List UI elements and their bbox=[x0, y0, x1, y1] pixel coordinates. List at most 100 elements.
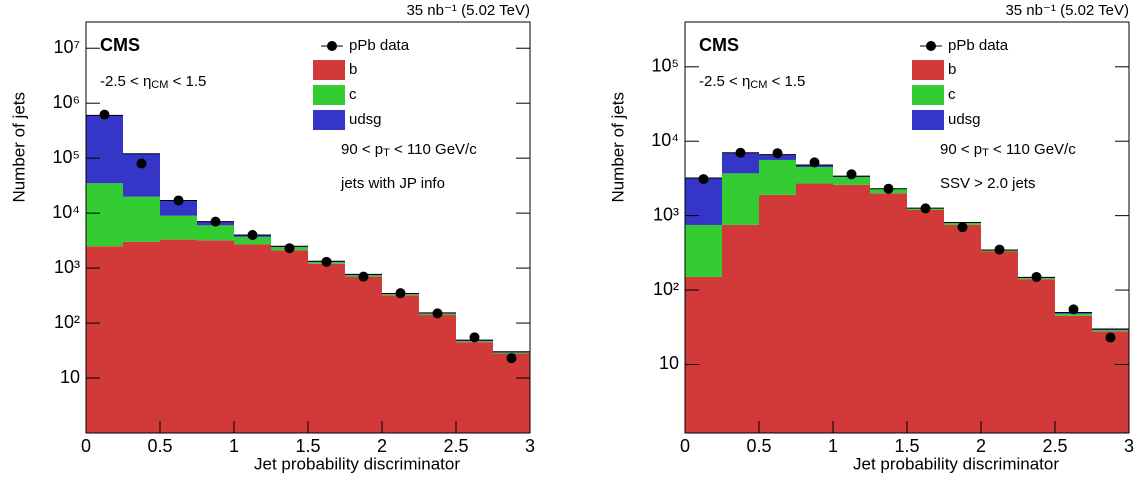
annotation-part: < 110 GeV/c bbox=[989, 141, 1076, 158]
hist-bar bbox=[160, 239, 197, 433]
hist-bar bbox=[759, 194, 796, 433]
x-tick-label: 1 bbox=[229, 436, 239, 456]
legend-swatch bbox=[912, 60, 944, 80]
y-tick-label: 10 bbox=[60, 367, 80, 387]
annotation-part: CM bbox=[750, 79, 767, 91]
x-tick-label: 2.5 bbox=[1042, 436, 1067, 456]
hist-bar bbox=[796, 167, 833, 184]
x-tick-label: 2.5 bbox=[443, 436, 468, 456]
y-tick-label: 10⁷ bbox=[53, 37, 80, 57]
annotation: jets with JP info bbox=[340, 175, 445, 192]
legend-label: b bbox=[349, 61, 357, 78]
hist-bar bbox=[456, 342, 493, 433]
legend-marker bbox=[926, 41, 936, 51]
legend-label: pPb data bbox=[948, 37, 1009, 54]
annotation: 90 < pT < 110 GeV/c bbox=[341, 141, 477, 159]
hist-bar bbox=[796, 183, 833, 433]
y-tick-label: 10⁴ bbox=[52, 202, 80, 222]
hist-bar bbox=[722, 152, 759, 174]
y-axis-label: Number of jets bbox=[9, 92, 28, 203]
data-point bbox=[284, 243, 295, 254]
legend-label: b bbox=[948, 61, 956, 78]
annotation-part: SSV > 2.0 jets bbox=[940, 175, 1035, 192]
data-point bbox=[432, 308, 443, 319]
x-tick-label: 3 bbox=[1124, 436, 1134, 456]
legend-label: pPb data bbox=[349, 37, 410, 54]
annotation-part: < 1.5 bbox=[767, 73, 805, 90]
annotation: -2.5 < ηCM < 1.5 bbox=[100, 73, 206, 91]
panel: 10 10² 10³ 10⁴ 10⁵ 10⁶ 10⁷ 0 0.5 1 1.5 2 2.5 3 Jet pro… bbox=[9, 2, 535, 474]
y-axis-label: Number of jets bbox=[608, 92, 627, 203]
annotation-part: 90 < p bbox=[940, 141, 982, 158]
hist-bar bbox=[1055, 313, 1092, 316]
x-tick-label: 2 bbox=[976, 436, 986, 456]
hist-bar bbox=[345, 276, 382, 433]
hist-bar bbox=[197, 225, 234, 241]
hist-bar bbox=[870, 193, 907, 433]
annotation-part: T bbox=[982, 147, 989, 159]
hist-bar bbox=[907, 209, 944, 433]
hist-bar bbox=[1092, 328, 1129, 331]
data-point bbox=[1031, 271, 1042, 282]
legend-swatch bbox=[313, 60, 345, 80]
annotation-part: < 1.5 bbox=[168, 73, 206, 90]
x-axis-label: Jet probability discriminator bbox=[853, 454, 1059, 473]
data-point bbox=[247, 230, 258, 241]
hist-bar bbox=[833, 184, 870, 433]
panel: 10 10² 10³ 10⁴ 10⁵ 0 0.5 1 1.5 2 2.5 3 Jet probabili… bbox=[608, 2, 1134, 474]
hist-bar bbox=[1055, 315, 1092, 433]
hist-bar bbox=[197, 240, 234, 433]
x-tick-label: 1.5 bbox=[894, 436, 919, 456]
data-point bbox=[469, 332, 480, 343]
legend-label: udsg bbox=[349, 111, 382, 128]
x-tick-label: 1.5 bbox=[295, 436, 320, 456]
hist-bar bbox=[1092, 331, 1129, 433]
hist-bar bbox=[234, 244, 271, 433]
experiment-label: CMS bbox=[699, 35, 739, 55]
annotation-part: CM bbox=[151, 79, 168, 91]
hist-bar bbox=[685, 178, 722, 225]
lumi-label: 35 nb⁻¹ (5.02 TeV) bbox=[1005, 2, 1129, 19]
y-tick-label: 10⁶ bbox=[53, 92, 80, 112]
hist-bar bbox=[1018, 279, 1055, 433]
y-tick-label: 10² bbox=[54, 312, 80, 332]
lumi-label: 35 nb⁻¹ (5.02 TeV) bbox=[406, 2, 530, 19]
hist-bar bbox=[123, 241, 160, 433]
hist-bar bbox=[123, 196, 160, 242]
hist-bar bbox=[493, 352, 530, 354]
x-axis-label: Jet probability discriminator bbox=[254, 454, 460, 473]
legend-swatch bbox=[313, 85, 345, 105]
data-point bbox=[920, 203, 931, 214]
hist-bar bbox=[759, 159, 796, 195]
data-point bbox=[994, 244, 1005, 255]
hist-bar bbox=[86, 246, 123, 433]
data-point bbox=[809, 157, 820, 168]
data-point bbox=[957, 222, 968, 233]
hist-bar bbox=[722, 173, 759, 225]
hist-bar bbox=[833, 177, 870, 185]
annotation: 90 < pT < 110 GeV/c bbox=[940, 141, 1076, 159]
data-point bbox=[846, 169, 857, 180]
x-tick-label: 3 bbox=[525, 436, 535, 456]
data-point bbox=[883, 183, 894, 194]
annotation-part: T bbox=[383, 147, 390, 159]
hist-bar bbox=[160, 200, 197, 216]
hist-bar bbox=[271, 250, 308, 433]
data-point bbox=[1105, 332, 1116, 343]
legend-swatch bbox=[912, 85, 944, 105]
hist-bar bbox=[981, 251, 1018, 433]
hist-bar bbox=[419, 315, 456, 433]
x-tick-label: 0 bbox=[680, 436, 690, 456]
y-tick-label: 10 bbox=[659, 353, 679, 373]
x-tick-label: 0.5 bbox=[746, 436, 771, 456]
y-tick-label: 10³ bbox=[54, 257, 80, 277]
data-point bbox=[210, 216, 221, 227]
legend-swatch bbox=[313, 110, 345, 130]
legend-swatch bbox=[912, 110, 944, 130]
annotation-part: jets with JP info bbox=[340, 175, 445, 192]
hist-bar bbox=[86, 115, 123, 184]
annotation-part: 90 < p bbox=[341, 141, 383, 158]
legend-label: c bbox=[349, 86, 357, 103]
experiment-label: CMS bbox=[100, 35, 140, 55]
